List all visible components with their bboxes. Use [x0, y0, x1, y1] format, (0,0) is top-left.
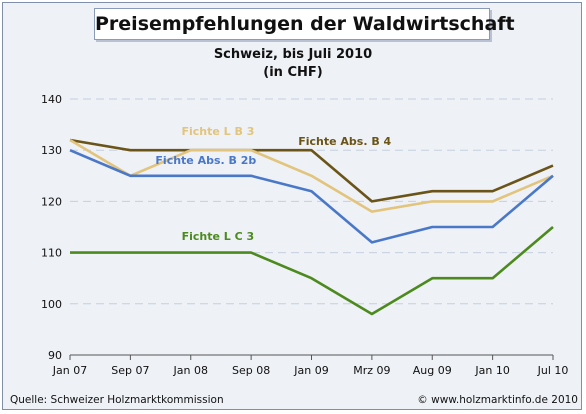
y-tick-label: 90: [48, 349, 62, 362]
x-tick-label: Jan 09: [293, 364, 328, 377]
x-tick-label: Aug 09: [413, 364, 452, 377]
series-line: [69, 149, 554, 244]
y-tick-label: 140: [41, 93, 62, 106]
x-tick-label: Jul 10: [537, 364, 569, 377]
y-tick-label: 110: [41, 247, 62, 260]
x-tick-label: Sep 08: [232, 364, 270, 377]
series-label: Fichte L B 3: [181, 125, 254, 138]
series-label: Fichte Abs. B 4: [298, 135, 391, 148]
y-tick-label: 120: [41, 195, 62, 208]
chart-title: Preisempfehlungen der Waldwirtschaft: [94, 8, 515, 40]
series-label: Fichte Abs. B 2b: [155, 154, 256, 167]
chart-unit: (in CHF): [263, 65, 323, 80]
series-line: [69, 138, 554, 203]
x-tick-label: Jan 08: [173, 364, 208, 377]
chart-subtitle: Schweiz, bis Juli 2010: [213, 47, 373, 62]
x-tick-label: Jan 10: [474, 364, 509, 377]
x-tick-label: Jan 07: [52, 364, 87, 377]
x-tick-label: Mrz 09: [353, 364, 390, 377]
series-label: Fichte L C 3: [182, 230, 255, 243]
x-tick-label: Sep 07: [111, 364, 149, 377]
source-note: Quelle: Schweizer Holzmarktkommission: [10, 394, 224, 406]
series-line: [69, 138, 554, 213]
series-line: [70, 226, 554, 316]
chart-frame: [2, 2, 582, 410]
copyright-note: © www.holzmarktinfo.de 2010: [417, 394, 578, 406]
y-tick-label: 130: [41, 144, 62, 157]
y-tick-label: 100: [41, 298, 62, 311]
